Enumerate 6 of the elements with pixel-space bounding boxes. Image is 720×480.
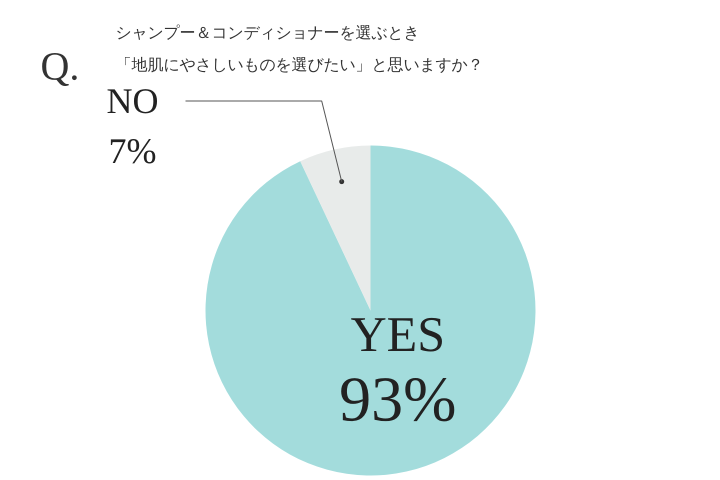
slice-label: NO — [106, 80, 158, 121]
data-label: 7% — [108, 130, 157, 171]
chart-subtitle: シャンプー＆コンディショナーを選ぶとき「地肌にやさしいものを選びたい」と思いますか？ — [116, 23, 484, 74]
slice-label: YES — [350, 306, 446, 362]
chart-title: Q. — [40, 44, 80, 88]
data-label: 93% — [339, 363, 456, 434]
